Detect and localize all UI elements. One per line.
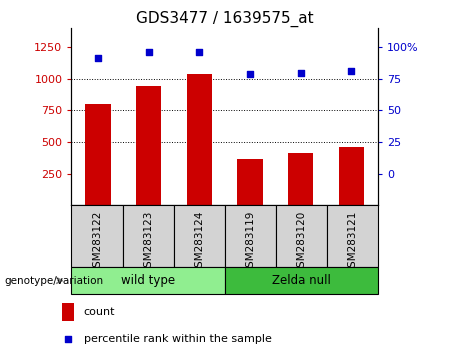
Text: percentile rank within the sample: percentile rank within the sample (84, 334, 272, 344)
Bar (225, 267, 378, 294)
Text: count: count (84, 307, 115, 317)
Point (95, 56, 102, 61)
Point (145, 49, 153, 55)
Point (348, 68, 355, 74)
Text: GSM283123: GSM283123 (143, 210, 153, 274)
Bar (85, 104, 111, 205)
Bar (71, 205, 123, 267)
Point (65, 336, 72, 342)
Bar (276, 205, 327, 267)
Bar (339, 147, 364, 205)
Text: GSM283119: GSM283119 (245, 210, 255, 274)
Title: GDS3477 / 1639575_at: GDS3477 / 1639575_at (136, 11, 313, 27)
Text: genotype/variation: genotype/variation (5, 275, 104, 286)
Bar (62, 303, 74, 321)
Bar (237, 159, 263, 205)
Bar (123, 205, 174, 267)
Text: Zelda null: Zelda null (272, 274, 331, 287)
Point (246, 71, 254, 77)
Text: GSM283121: GSM283121 (348, 210, 357, 274)
Point (196, 49, 203, 55)
Bar (327, 205, 378, 267)
Bar (288, 153, 313, 205)
Text: wild type: wild type (121, 274, 175, 287)
Bar (136, 86, 161, 205)
Bar (174, 205, 225, 267)
Point (297, 70, 304, 75)
Text: GSM283120: GSM283120 (296, 210, 307, 274)
Bar (225, 205, 276, 267)
Text: GSM283122: GSM283122 (92, 210, 102, 274)
Bar (71, 267, 225, 294)
Bar (187, 74, 212, 205)
Text: GSM283124: GSM283124 (194, 210, 204, 274)
